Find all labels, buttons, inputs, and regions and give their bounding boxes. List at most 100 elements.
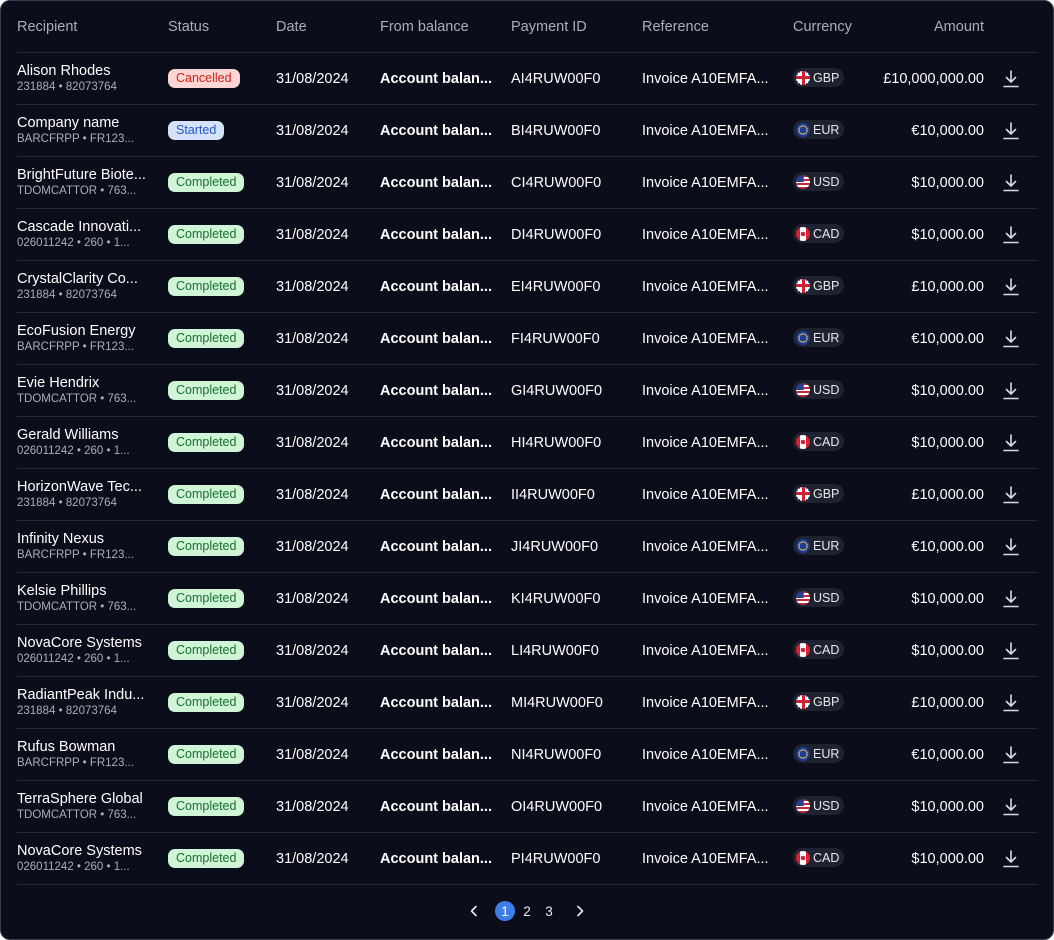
table-header: Recipient Status Date From balance Payme… xyxy=(17,1,1037,53)
column-header-recipient[interactable]: Recipient xyxy=(17,1,168,53)
recipient-cell[interactable]: Kelsie Phillips TDOMCATTOR • 763... xyxy=(17,572,168,625)
gbp-flag-icon xyxy=(796,486,810,501)
from-balance-cell: Account balan... xyxy=(380,208,511,261)
recipient-cell[interactable]: NovaCore Systems 026011242 • 260 • 1... xyxy=(17,832,168,885)
payment-id-cell: CI4RUW00F0 xyxy=(511,156,642,209)
from-balance-cell: Account balan... xyxy=(380,156,511,209)
recipient-cell[interactable]: BrightFuture Biote... TDOMCATTOR • 763... xyxy=(17,156,168,209)
recipient-cell[interactable]: Evie Hendrix TDOMCATTOR • 763... xyxy=(17,364,168,417)
recipient-details: BARCFRPP • FR123... xyxy=(17,756,134,769)
recipient-cell[interactable]: Rufus Bowman BARCFRPP • FR123... xyxy=(17,728,168,781)
reference-cell: Invoice A10EMFA... xyxy=(642,520,793,573)
recipient-cell[interactable]: Alison Rhodes 231884 • 82073764 xyxy=(17,52,168,105)
column-header-currency[interactable]: Currency xyxy=(793,1,869,53)
usd-flag-icon xyxy=(796,382,810,397)
actions-cell xyxy=(984,156,1037,209)
chevron-right-icon[interactable] xyxy=(570,901,590,921)
column-header-amount[interactable]: Amount xyxy=(869,1,984,53)
table-row[interactable]: NovaCore Systems 026011242 • 260 • 1... Co… xyxy=(17,624,1037,677)
date-cell: 31/08/2024 xyxy=(276,728,380,781)
currency-cell: CAD xyxy=(793,416,869,469)
currency-chip: USD xyxy=(793,380,845,400)
download-icon[interactable] xyxy=(1000,276,1022,298)
currency-cell: EUR xyxy=(793,728,869,781)
download-icon[interactable] xyxy=(1000,848,1022,870)
currency-cell: CAD xyxy=(793,832,869,885)
table-row[interactable]: Cascade Innovati... 026011242 • 260 • 1..… xyxy=(17,208,1037,261)
table-row[interactable]: Alison Rhodes 231884 • 82073764 Cancelled 3… xyxy=(17,52,1037,105)
currency-chip: EUR xyxy=(793,744,845,764)
date-cell: 31/08/2024 xyxy=(276,260,380,313)
eur-flag-icon xyxy=(796,538,810,553)
page-3-button[interactable]: 3 xyxy=(545,903,553,919)
chevron-left-icon[interactable] xyxy=(464,901,484,921)
table-row[interactable]: Infinity Nexus BARCFRPP • FR123... Complet… xyxy=(17,520,1037,573)
column-header-status[interactable]: Status xyxy=(168,1,276,53)
download-icon[interactable] xyxy=(1000,692,1022,714)
reference-cell: Invoice A10EMFA... xyxy=(642,468,793,521)
currency-chip: EUR xyxy=(793,328,845,348)
payment-id-cell: EI4RUW00F0 xyxy=(511,260,642,313)
column-header-reference[interactable]: Reference xyxy=(642,1,793,53)
table-row[interactable]: HorizonWave Tec... 231884 • 82073764 Compl… xyxy=(17,468,1037,521)
recipient-cell[interactable]: CrystalClarity Co... 231884 • 82073764 xyxy=(17,260,168,313)
recipient-cell[interactable]: Infinity Nexus BARCFRPP • FR123... xyxy=(17,520,168,573)
download-icon[interactable] xyxy=(1000,744,1022,766)
table-row[interactable]: Evie Hendrix TDOMCATTOR • 763... Completed… xyxy=(17,364,1037,417)
download-icon[interactable] xyxy=(1000,224,1022,246)
recipient-cell[interactable]: TerraSphere Global TDOMCATTOR • 763... xyxy=(17,780,168,833)
download-icon[interactable] xyxy=(1000,172,1022,194)
payment-id-cell: OI4RUW00F0 xyxy=(511,780,642,833)
page-2-button[interactable]: 2 xyxy=(523,903,531,919)
recipient-cell[interactable]: Company name BARCFRPP • FR123... xyxy=(17,104,168,157)
table-row[interactable]: TerraSphere Global TDOMCATTOR • 763... Com… xyxy=(17,780,1037,833)
currency-code: GBP xyxy=(813,278,840,293)
recipient-details: 026011242 • 260 • 1... xyxy=(17,236,130,249)
currency-code: EUR xyxy=(813,122,840,137)
date-cell: 31/08/2024 xyxy=(276,364,380,417)
table-row[interactable]: NovaCore Systems 026011242 • 260 • 1... Co… xyxy=(17,832,1037,885)
download-icon[interactable] xyxy=(1000,120,1022,142)
recipient-name: Evie Hendrix xyxy=(17,374,100,391)
download-icon[interactable] xyxy=(1000,328,1022,350)
amount-cell: £10,000,000.00 xyxy=(869,52,984,105)
page-1-button[interactable]: 1 xyxy=(495,901,515,921)
date-cell: 31/08/2024 xyxy=(276,208,380,261)
from-balance-cell: Account balan... xyxy=(380,104,511,157)
payment-id-cell: JI4RUW00F0 xyxy=(511,520,642,573)
column-header-from-balance[interactable]: From balance xyxy=(380,1,511,53)
recipient-cell[interactable]: RadiantPeak Indu... 231884 • 82073764 xyxy=(17,676,168,729)
from-balance-cell: Account balan... xyxy=(380,572,511,625)
payment-id-cell: LI4RUW00F0 xyxy=(511,624,642,677)
recipient-cell[interactable]: NovaCore Systems 026011242 • 260 • 1... xyxy=(17,624,168,677)
table-row[interactable]: Rufus Bowman BARCFRPP • FR123... Completed… xyxy=(17,728,1037,781)
column-header-payment-id[interactable]: Payment ID xyxy=(511,1,642,53)
reference-cell: Invoice A10EMFA... xyxy=(642,312,793,365)
status-cell: Completed xyxy=(168,468,276,521)
reference-cell: Invoice A10EMFA... xyxy=(642,260,793,313)
table-row[interactable]: Gerald Williams 026011242 • 260 • 1... Com… xyxy=(17,416,1037,469)
download-icon[interactable] xyxy=(1000,588,1022,610)
download-icon[interactable] xyxy=(1000,796,1022,818)
download-icon[interactable] xyxy=(1000,68,1022,90)
table-row[interactable]: CrystalClarity Co... 231884 • 82073764 Com… xyxy=(17,260,1037,313)
recipient-name: TerraSphere Global xyxy=(17,790,143,807)
recipient-cell[interactable]: EcoFusion Energy BARCFRPP • FR123... xyxy=(17,312,168,365)
recipient-cell[interactable]: Cascade Innovati... 026011242 • 260 • 1..… xyxy=(17,208,168,261)
download-icon[interactable] xyxy=(1000,484,1022,506)
column-header-date[interactable]: Date xyxy=(276,1,380,53)
table-row[interactable]: Kelsie Phillips TDOMCATTOR • 763... Comple… xyxy=(17,572,1037,625)
recipient-cell[interactable]: HorizonWave Tec... 231884 • 82073764 xyxy=(17,468,168,521)
table-row[interactable]: EcoFusion Energy BARCFRPP • FR123... Compl… xyxy=(17,312,1037,365)
download-icon[interactable] xyxy=(1000,536,1022,558)
download-icon[interactable] xyxy=(1000,432,1022,454)
download-icon[interactable] xyxy=(1000,640,1022,662)
table-row[interactable]: RadiantPeak Indu... 231884 • 82073764 Comp… xyxy=(17,676,1037,729)
currency-chip: GBP xyxy=(793,692,845,712)
download-icon[interactable] xyxy=(1000,380,1022,402)
table-row[interactable]: BrightFuture Biote... TDOMCATTOR • 763...… xyxy=(17,156,1037,209)
payment-id-cell: GI4RUW00F0 xyxy=(511,364,642,417)
recipient-details: BARCFRPP • FR123... xyxy=(17,132,134,145)
table-row[interactable]: Company name BARCFRPP • FR123... Started 31… xyxy=(17,104,1037,157)
recipient-cell[interactable]: Gerald Williams 026011242 • 260 • 1... xyxy=(17,416,168,469)
